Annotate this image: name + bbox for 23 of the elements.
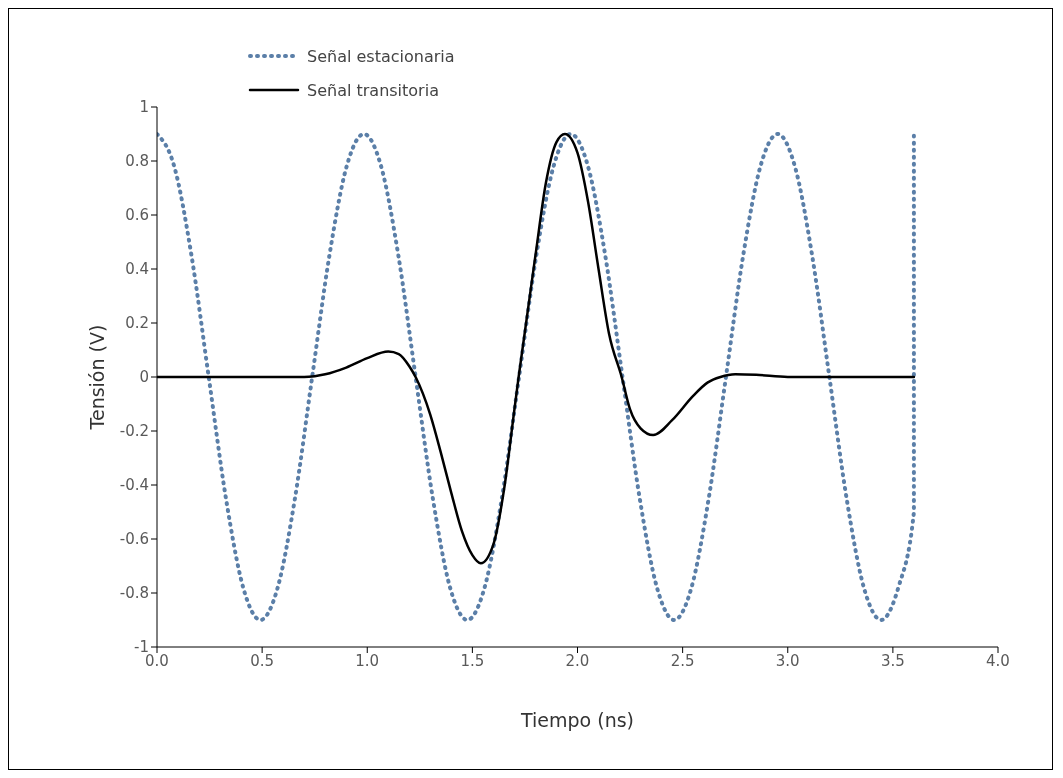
y-tick-label: 1 [139,98,149,117]
x-tick-label: 3.5 [880,651,905,670]
y-tick-label: -0.6 [119,530,149,549]
x-tick-label: 2.0 [565,651,590,670]
y-tick-label: 0.6 [125,206,149,225]
x-tick-label: 1.0 [355,651,380,670]
y-tick-label: 0.2 [125,314,149,333]
y-tick-label: 0.4 [125,260,149,279]
x-tick-label: 3.0 [775,651,800,670]
y-tick-label: -0.4 [119,476,149,495]
x-tick-label: 1.5 [460,651,485,670]
y-tick-label: -0.8 [119,584,149,603]
legend-label: Señal transitoria [307,80,439,100]
y-tick-label: 0.8 [125,152,149,171]
x-tick-label: 4.0 [986,651,1010,670]
x-tick-label: 2.5 [670,651,695,670]
legend-label: Señal estacionaria [307,46,455,66]
y-axis-title: Tensión (V) [85,324,108,431]
y-tick-label: 0 [139,368,149,387]
x-tick-label: 0.5 [250,651,275,670]
x-tick-label: 0.0 [145,651,169,670]
x-axis-title: Tiempo (ns) [520,709,634,731]
y-tick-label: -0.2 [119,422,149,441]
